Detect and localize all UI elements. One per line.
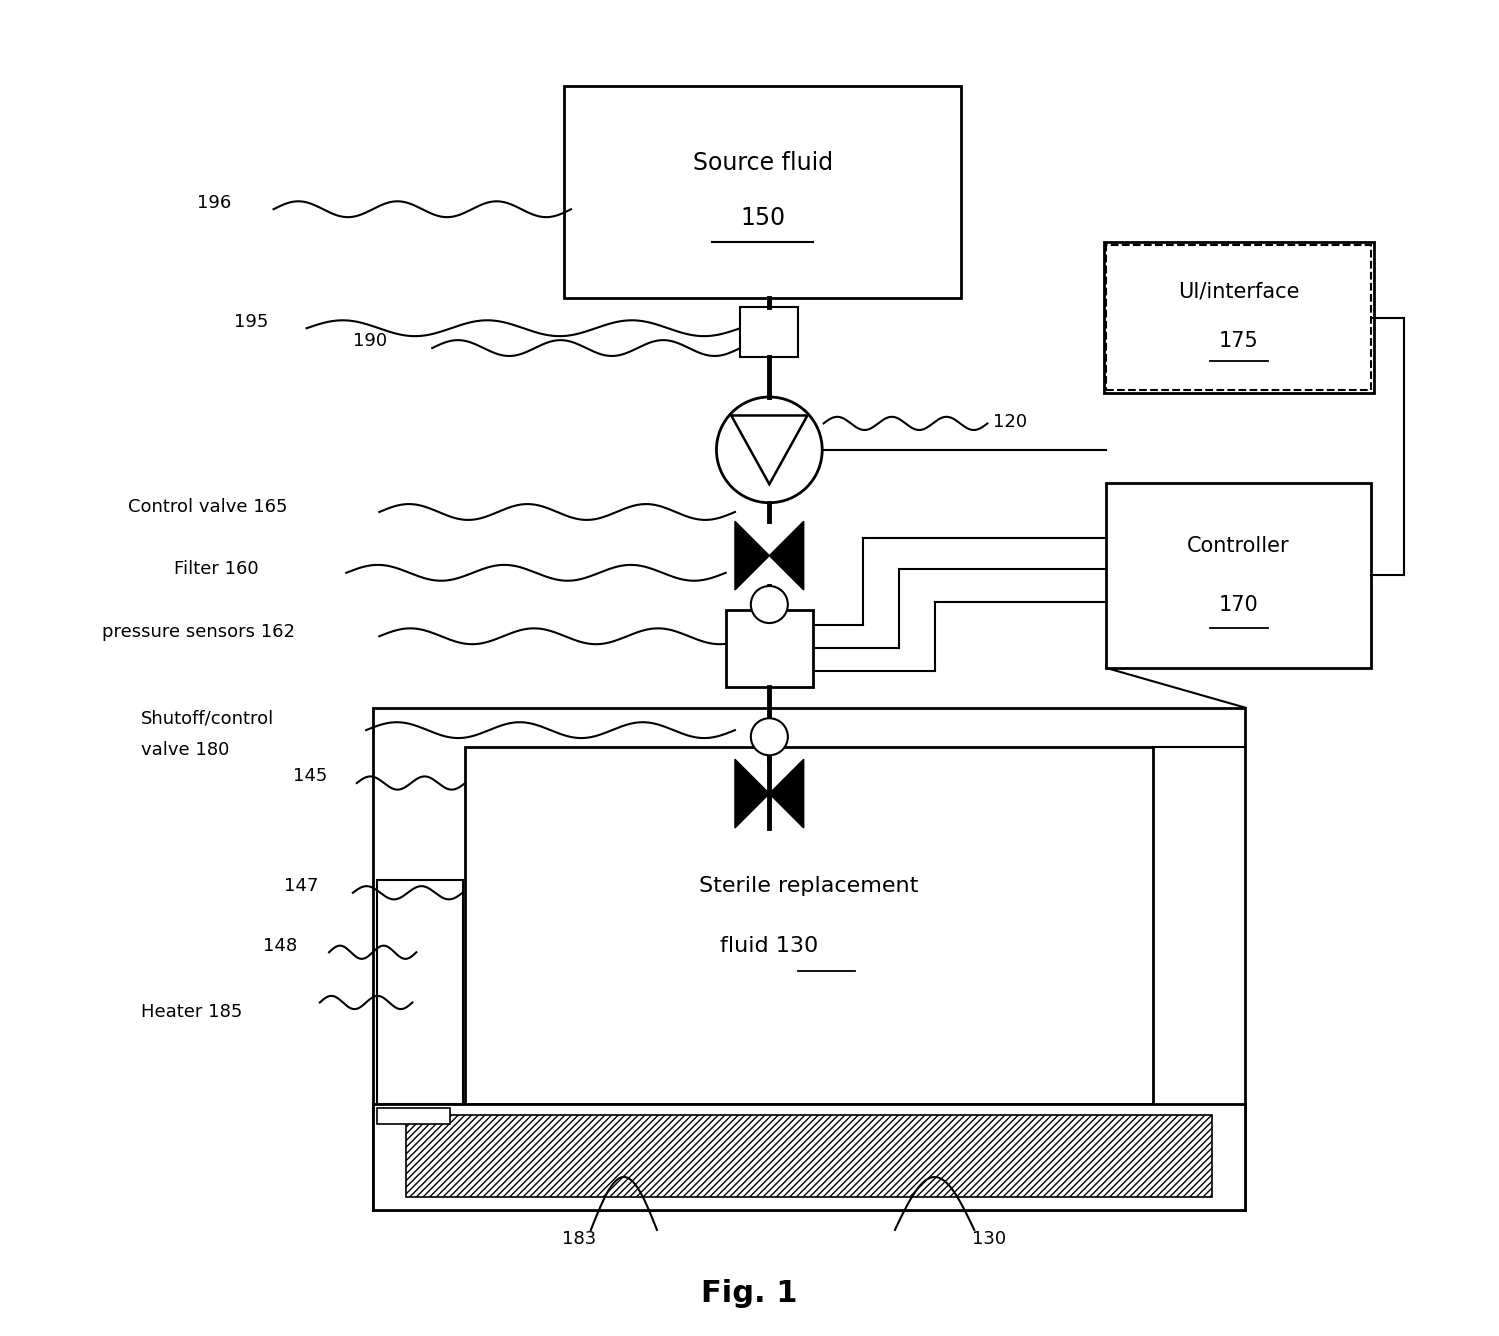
Polygon shape [735,521,769,591]
Text: 147: 147 [285,878,318,895]
Polygon shape [769,759,803,828]
Text: Heater 185: Heater 185 [141,1003,243,1021]
Text: 148: 148 [262,937,297,955]
Bar [726,609,812,687]
Text: pressure sensors 162: pressure sensors 162 [102,624,295,641]
Text: 170: 170 [1219,595,1259,615]
Text: Sterile replacement: Sterile replacement [700,876,919,896]
Text: UI/interface: UI/interface [1178,281,1300,301]
Bar [373,1105,1246,1210]
Text: 190: 190 [352,333,387,350]
Text: 130: 130 [971,1230,1006,1248]
Circle shape [751,719,788,755]
Text: Filter 160: Filter 160 [174,560,259,578]
Bar [1103,242,1373,393]
Bar [376,1109,450,1124]
Polygon shape [735,759,769,828]
Text: 120: 120 [992,413,1027,432]
Text: fluid 130: fluid 130 [720,935,818,955]
Text: Source fluid: Source fluid [693,151,833,175]
Bar [406,1114,1213,1197]
Bar [376,879,463,1105]
Text: 183: 183 [562,1230,597,1248]
Bar [1106,244,1372,390]
Text: 195: 195 [234,313,268,330]
Bar [565,87,961,298]
Text: 196: 196 [196,194,231,211]
Text: Shutoff/control: Shutoff/control [141,709,274,727]
Polygon shape [769,521,803,591]
Text: Controller: Controller [1187,536,1291,556]
Text: 175: 175 [1219,331,1259,351]
Bar [465,747,1153,1105]
Text: Control valve 165: Control valve 165 [127,498,288,516]
Text: 145: 145 [294,767,328,786]
Circle shape [751,587,788,623]
Text: 150: 150 [741,207,785,231]
Text: Fig. 1: Fig. 1 [702,1279,797,1308]
Bar [373,708,1246,1210]
Bar [1106,482,1372,668]
Bar [741,307,799,357]
Text: valve 180: valve 180 [141,741,229,759]
